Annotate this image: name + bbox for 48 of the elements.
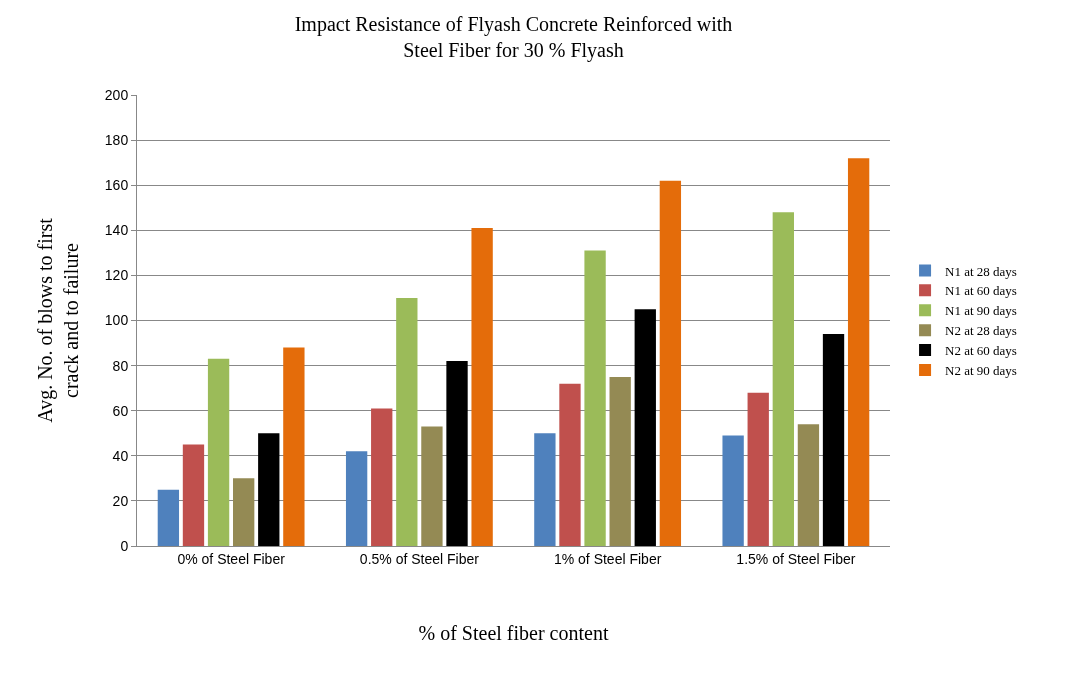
bar <box>157 489 180 546</box>
bar <box>345 451 368 546</box>
bar <box>634 309 656 546</box>
bar <box>207 358 230 546</box>
bar <box>471 228 493 546</box>
bar <box>446 361 468 546</box>
x-tick-label: 0.5% of Steel Fiber <box>359 550 480 567</box>
legend-label: N2 at 28 days <box>945 323 1017 339</box>
bar <box>283 347 305 546</box>
x-axis-title: % of Steel fiber content <box>418 622 609 645</box>
x-tick-label: 0% of Steel Fiber <box>177 550 286 567</box>
legend-label: N2 at 90 days <box>945 363 1017 379</box>
bar <box>371 408 393 546</box>
x-tick-label: 1% of Steel Fiber <box>553 550 662 567</box>
y-tick-label: 160 <box>104 177 129 194</box>
y-tick-label: 60 <box>112 402 129 419</box>
legend-label: N2 at 60 days <box>945 343 1017 359</box>
y-tick-label: 40 <box>112 447 129 464</box>
bar <box>584 250 606 546</box>
y-tick-label: 0 <box>120 537 129 554</box>
legend-label: N1 at 60 days <box>945 283 1017 299</box>
y-tick-label: 80 <box>112 357 129 374</box>
bar <box>847 158 870 546</box>
bar <box>233 478 255 546</box>
bar <box>609 376 631 546</box>
bar <box>559 383 581 546</box>
bar <box>534 433 556 546</box>
y-tick-label: 200 <box>104 86 129 103</box>
bar <box>722 435 744 546</box>
x-tick-label: 1.5% of Steel Fiber <box>736 550 856 567</box>
bar <box>258 433 280 546</box>
y-tick-label: 140 <box>104 222 129 239</box>
bar <box>772 212 794 546</box>
y-tick-label: 180 <box>104 132 129 148</box>
chart-title: Impact Resistance of Flyash Concrete Reinforced with Steel Fiber for 30 % Flyash <box>294 13 733 63</box>
bar <box>396 297 418 546</box>
bar <box>747 392 769 546</box>
legend-label: N1 at 90 days <box>945 303 1017 319</box>
bar <box>659 180 682 546</box>
y-tick-label: 120 <box>104 267 129 284</box>
bar <box>797 424 820 546</box>
bar <box>182 444 205 546</box>
y-tick-label: 20 <box>112 492 129 509</box>
y-tick-label: 100 <box>104 312 129 329</box>
bar <box>421 426 443 546</box>
y-axis-title: Avg. No. of blows to first crack and to failure <box>34 217 83 423</box>
bar <box>822 334 845 546</box>
legend-label: N1 at 28 days <box>945 263 1017 279</box>
